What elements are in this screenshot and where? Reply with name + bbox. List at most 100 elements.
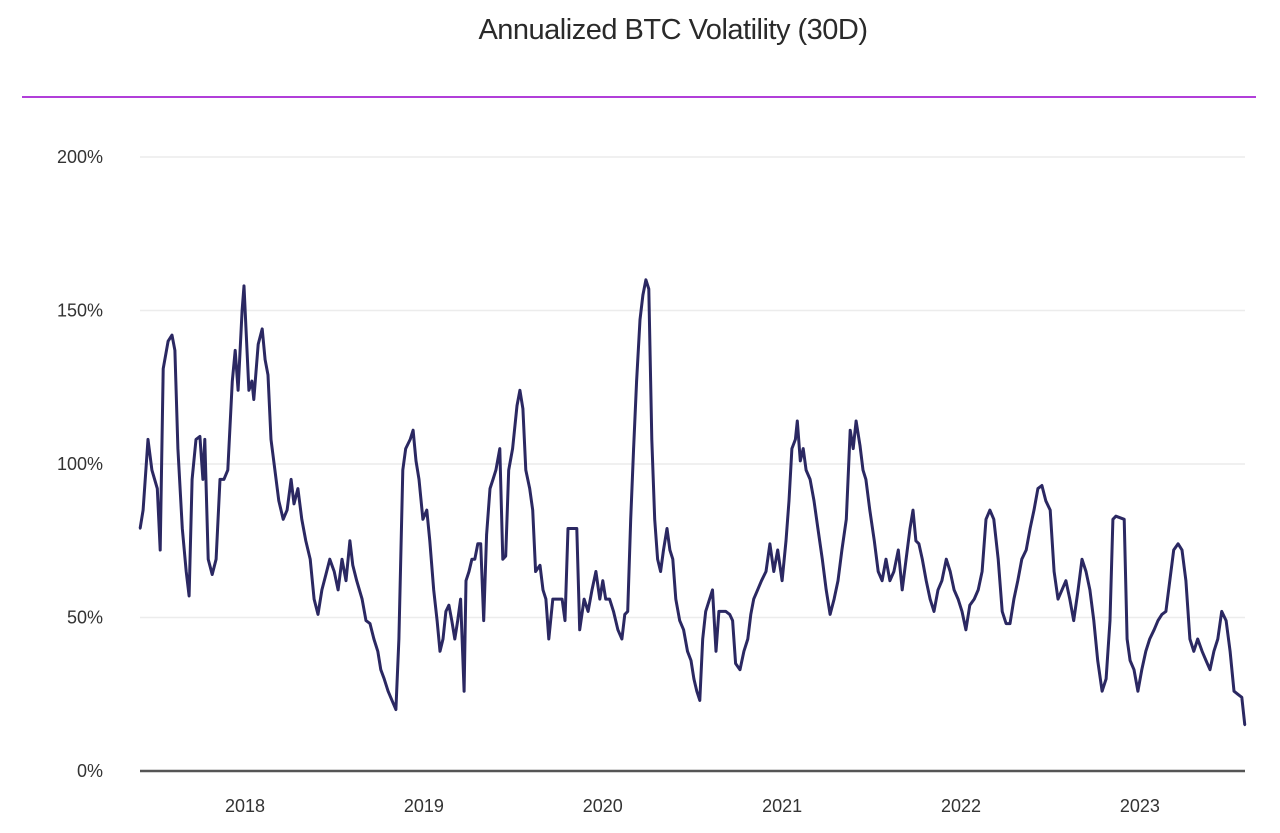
data-point — [1040, 484, 1044, 487]
data-point — [1132, 668, 1136, 671]
data-point — [1032, 508, 1036, 512]
data-point — [1004, 622, 1008, 625]
data-point — [1220, 610, 1223, 613]
data-point — [185, 570, 188, 573]
data-point — [1164, 610, 1168, 613]
data-point — [1104, 677, 1108, 681]
data-point — [590, 588, 594, 592]
data-point — [638, 318, 642, 321]
data-point — [244, 327, 248, 331]
x-tick-label: 2021 — [762, 796, 802, 816]
data-point — [861, 468, 865, 472]
data-point — [166, 340, 170, 343]
data-point — [717, 610, 721, 613]
data-point — [218, 478, 222, 481]
data-point — [404, 447, 407, 450]
data-point — [150, 468, 154, 472]
data-point — [518, 389, 522, 392]
data-point — [432, 588, 435, 592]
data-point — [888, 579, 892, 582]
data-point — [479, 542, 482, 545]
data-point — [598, 597, 601, 601]
data-point — [266, 373, 270, 377]
data-point — [421, 518, 425, 521]
data-point — [328, 558, 331, 561]
data-point — [764, 570, 768, 573]
data-point — [470, 558, 474, 561]
data-point — [250, 379, 254, 383]
data-point — [873, 539, 876, 542]
data-point — [450, 619, 453, 622]
y-axis: 0% 50% 100% 150% 200% — [57, 147, 103, 781]
data-point — [1172, 548, 1175, 552]
data-point — [586, 610, 590, 613]
data-point — [1064, 579, 1068, 582]
data-point — [980, 570, 984, 573]
data-point — [620, 637, 624, 641]
data-point — [1012, 597, 1016, 601]
data-point — [840, 548, 844, 552]
data-point — [1196, 637, 1199, 641]
data-point — [1224, 619, 1228, 622]
data-point — [1136, 690, 1140, 693]
data-point — [1025, 548, 1028, 552]
data-point — [320, 588, 324, 592]
gridlines — [140, 156, 1245, 773]
data-point — [582, 597, 586, 601]
data-point — [187, 594, 191, 598]
data-point — [832, 597, 836, 601]
data-point — [1216, 637, 1220, 641]
data-point — [435, 619, 439, 622]
data-point — [138, 527, 142, 530]
data-point — [386, 690, 390, 693]
data-point — [698, 699, 701, 702]
data-point — [485, 533, 488, 536]
data-point — [409, 438, 412, 441]
data-point — [796, 419, 799, 423]
data-point — [372, 637, 376, 641]
data-point — [1168, 579, 1172, 582]
data-point — [997, 558, 1000, 561]
data-point — [417, 478, 421, 481]
data-point — [731, 619, 734, 622]
data-point — [156, 487, 159, 490]
data-point — [1128, 659, 1132, 662]
data-point — [734, 662, 737, 665]
data-point — [911, 508, 915, 512]
data-point — [453, 637, 456, 641]
data-point — [1148, 637, 1151, 641]
data-point — [738, 668, 742, 671]
data-point — [162, 367, 165, 370]
data-point — [242, 284, 246, 288]
data-point — [816, 527, 820, 530]
data-point — [787, 499, 791, 502]
data-point — [704, 610, 707, 613]
data-point — [360, 597, 364, 601]
data-point — [992, 518, 995, 521]
data-point — [784, 539, 788, 542]
data-point — [692, 677, 696, 681]
data-point — [877, 570, 880, 573]
y-tick-label: 0% — [77, 761, 103, 781]
x-tick-label: 2022 — [941, 796, 981, 816]
data-point — [623, 613, 626, 616]
chart-title: Annualized BTC Volatility (30D) — [478, 14, 868, 46]
data-point — [269, 438, 273, 441]
data-point — [1200, 650, 1204, 653]
y-tick-label: 200% — [57, 147, 103, 167]
data-point — [1056, 597, 1060, 601]
data-point — [768, 542, 772, 545]
data-point — [1228, 650, 1232, 653]
data-point — [682, 628, 685, 631]
data-point — [671, 558, 674, 561]
data-point — [277, 499, 280, 502]
data-point — [901, 588, 904, 592]
data-point — [547, 637, 550, 641]
data-point — [312, 597, 316, 601]
data-point — [780, 579, 784, 582]
data-point — [563, 619, 567, 622]
data-point — [1180, 548, 1184, 552]
data-point — [659, 570, 662, 573]
data-point — [146, 438, 150, 441]
